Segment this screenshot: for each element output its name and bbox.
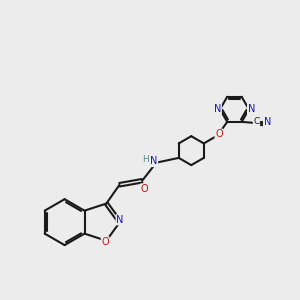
Text: O: O bbox=[141, 184, 148, 194]
Text: N: N bbox=[263, 117, 271, 127]
Text: N: N bbox=[116, 215, 124, 225]
Text: H: H bbox=[142, 155, 148, 164]
Text: C: C bbox=[253, 117, 260, 126]
Text: O: O bbox=[101, 237, 109, 247]
Text: O: O bbox=[215, 129, 223, 139]
Text: N: N bbox=[150, 157, 158, 166]
Text: N: N bbox=[248, 104, 255, 114]
Text: N: N bbox=[214, 104, 221, 114]
